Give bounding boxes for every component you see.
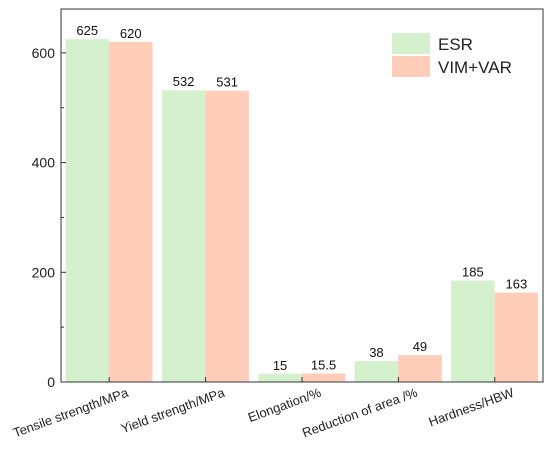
data-label: 15.5 [311,357,336,372]
bar-esr-4 [451,280,495,382]
legend: ESR VIM+VAR [392,33,512,77]
data-label: 620 [120,26,142,41]
x-category-label: Hardness/HBW [427,384,517,429]
x-category-label: Elongation/% [246,385,324,425]
legend-swatch-esr [392,33,430,54]
bar-vim-var-0 [109,41,153,382]
bar-esr-0 [65,39,109,382]
bar-vim-var-4 [494,292,539,382]
x-category-label: Tensile strength/MPa [11,384,131,440]
x-category-label: Yield strength/MPa [119,384,228,436]
y-tick-label: 600 [32,45,56,61]
data-label: 15 [273,358,287,373]
bars-layer [65,39,539,383]
data-label: 185 [462,265,484,280]
y-tick-label: 200 [32,264,56,280]
bar-esr-3 [354,361,399,382]
bar-esr-1 [161,90,206,383]
data-label: 163 [505,277,527,292]
data-label: 49 [413,339,427,354]
bar-esr-2 [258,373,302,382]
data-label: 38 [369,345,383,360]
data-label: 625 [76,23,98,38]
data-labels-layer: 625 532 15 38 185 620 531 15.5 49 163 [76,23,527,373]
data-label: 531 [216,75,238,90]
y-axis: 0 200 400 600 [32,45,66,390]
bar-vim-var-1 [205,90,249,382]
data-label: 532 [173,74,195,89]
bar-vim-var-3 [398,355,442,382]
y-tick-label: 0 [47,374,55,390]
legend-label-vim-var: VIM+VAR [438,58,512,77]
legend-swatch-vim-var [392,56,430,77]
bar-vim-var-2 [301,373,346,382]
legend-label-esr: ESR [438,35,473,54]
y-tick-label: 400 [32,155,56,171]
